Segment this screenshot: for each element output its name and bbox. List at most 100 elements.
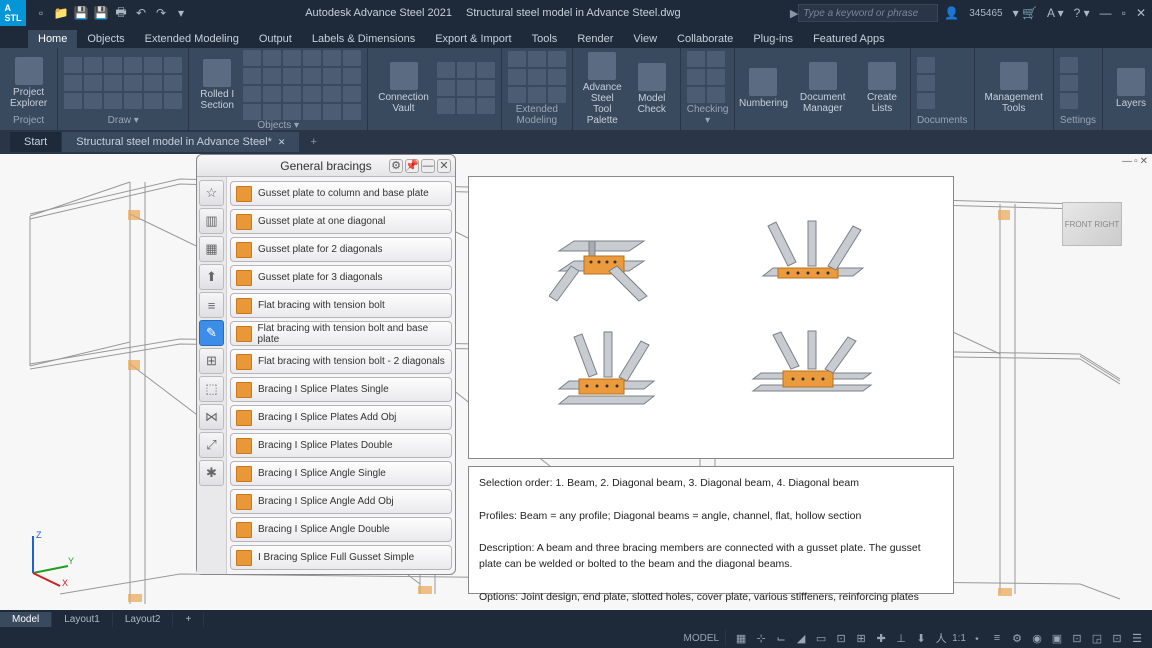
palette-category-icon[interactable]: ⬚ xyxy=(199,376,224,402)
ribbon-small-icon[interactable] xyxy=(687,51,705,67)
ribbon-tab-objects[interactable]: Objects xyxy=(77,30,134,48)
ribbon-small-icon[interactable] xyxy=(1060,75,1078,91)
bracing-item[interactable]: Flat bracing with tension bolt and base … xyxy=(230,321,452,346)
ribbon-small-icon[interactable] xyxy=(84,57,102,73)
palette-category-icon[interactable]: ⤢ xyxy=(199,432,224,458)
ribbon-tab-labels-dimensions[interactable]: Labels & Dimensions xyxy=(302,30,425,48)
ribbon-small-icon[interactable] xyxy=(104,57,122,73)
bracing-item[interactable]: Flat bracing with tension bolt - 2 diago… xyxy=(230,349,452,374)
status-icon[interactable]: ⬇ xyxy=(912,630,930,646)
ribbon-small-icon[interactable] xyxy=(1060,93,1078,109)
ribbon-small-icon[interactable] xyxy=(64,57,82,73)
ribbon-small-icon[interactable] xyxy=(437,62,455,78)
status-icon[interactable]: 人 xyxy=(932,630,950,646)
bracing-item[interactable]: Gusset plate for 3 diagonals xyxy=(230,265,452,290)
ribbon-small-icon[interactable] xyxy=(84,75,102,91)
ribbon-small-icon[interactable] xyxy=(263,104,281,120)
ribbon-small-icon[interactable] xyxy=(343,104,361,120)
ribbon-button[interactable]: Layers xyxy=(1109,66,1152,111)
search-input[interactable]: Type a keyword or phrase xyxy=(798,4,938,22)
ribbon-small-icon[interactable] xyxy=(343,50,361,66)
status-icon[interactable]: ▦ xyxy=(732,630,750,646)
status-icon[interactable]: ⊡ xyxy=(832,630,850,646)
viewport[interactable]: — ▫ ✕ xyxy=(0,154,1152,628)
ribbon-small-icon[interactable] xyxy=(917,75,935,91)
bracing-item[interactable]: Bracing I Splice Angle Double xyxy=(230,517,452,542)
ribbon-button[interactable]: Management Tools xyxy=(981,60,1047,116)
ribbon-small-icon[interactable] xyxy=(303,104,321,120)
ribbon-small-icon[interactable] xyxy=(303,68,321,84)
restore-icon[interactable]: ▫ xyxy=(1122,6,1126,20)
bracing-item[interactable]: Flat bracing with tension bolt xyxy=(230,293,452,318)
ribbon-small-icon[interactable] xyxy=(263,68,281,84)
ribbon-small-icon[interactable] xyxy=(477,62,495,78)
ribbon-small-icon[interactable] xyxy=(437,80,455,96)
ribbon-small-icon[interactable] xyxy=(124,93,142,109)
doc-tab[interactable]: Start xyxy=(10,132,61,152)
palette-category-icon[interactable]: ⬆ xyxy=(199,264,224,290)
bracing-item[interactable]: Bracing I Splice Plates Single xyxy=(230,377,452,402)
qat-undo-icon[interactable]: ↶ xyxy=(132,4,150,22)
user-label[interactable]: 345465 xyxy=(969,8,1002,19)
ribbon-small-icon[interactable] xyxy=(144,93,162,109)
ribbon-small-icon[interactable] xyxy=(323,50,341,66)
ribbon-tab-collaborate[interactable]: Collaborate xyxy=(667,30,743,48)
ribbon-small-icon[interactable] xyxy=(283,86,301,102)
ribbon-small-icon[interactable] xyxy=(437,98,455,114)
ribbon-small-icon[interactable] xyxy=(164,75,182,91)
status-icon[interactable]: ⊞ xyxy=(852,630,870,646)
ribbon-small-icon[interactable] xyxy=(263,50,281,66)
qat-new-icon[interactable]: ▫ xyxy=(32,4,50,22)
ribbon-small-icon[interactable] xyxy=(303,86,321,102)
ribbon-small-icon[interactable] xyxy=(64,75,82,91)
status-model-label[interactable]: MODEL xyxy=(684,633,720,644)
status-icon[interactable]: ⊡ xyxy=(1108,630,1126,646)
cart-icon[interactable]: ▾ 🛒 xyxy=(1013,6,1037,20)
ribbon-small-icon[interactable] xyxy=(243,104,261,120)
app-logo[interactable]: ASTL xyxy=(0,0,26,26)
ribbon-small-icon[interactable] xyxy=(457,98,475,114)
palette-category-icon[interactable]: ≡ xyxy=(199,292,224,318)
palette-title[interactable]: General bracings ⚙ 📌 — ✕ xyxy=(197,155,455,177)
ribbon-small-icon[interactable] xyxy=(263,86,281,102)
minimize-icon[interactable]: — xyxy=(1100,6,1112,20)
viewcube[interactable]: FRONT RIGHT xyxy=(1062,202,1122,246)
palette-min-icon[interactable]: — xyxy=(421,159,435,173)
ribbon-small-icon[interactable] xyxy=(528,51,546,67)
ribbon-small-icon[interactable] xyxy=(144,75,162,91)
ribbon-button[interactable]: Advance Steel Tool Palette xyxy=(579,50,626,128)
ribbon-small-icon[interactable] xyxy=(687,87,705,103)
status-icon[interactable]: ▣ xyxy=(1048,630,1066,646)
ribbon-small-icon[interactable] xyxy=(104,75,122,91)
ribbon-button[interactable]: Project Explorer xyxy=(6,55,51,111)
ribbon-small-icon[interactable] xyxy=(164,93,182,109)
ribbon-tab-output[interactable]: Output xyxy=(249,30,302,48)
ribbon-small-icon[interactable] xyxy=(528,69,546,85)
ribbon-small-icon[interactable] xyxy=(283,50,301,66)
status-icon[interactable]: ◉ xyxy=(1028,630,1046,646)
bracing-item[interactable]: Bracing I Splice Angle Add Obj xyxy=(230,489,452,514)
title-play-icon[interactable]: ▶ xyxy=(790,7,798,20)
ribbon-tab-plug-ins[interactable]: Plug-ins xyxy=(743,30,803,48)
ribbon-small-icon[interactable] xyxy=(104,93,122,109)
ribbon-small-icon[interactable] xyxy=(917,93,935,109)
ribbon-small-icon[interactable] xyxy=(548,51,566,67)
bracing-item[interactable]: Bracing I Splice Angle Single xyxy=(230,461,452,486)
ribbon-small-icon[interactable] xyxy=(343,68,361,84)
ribbon-small-icon[interactable] xyxy=(1060,57,1078,73)
ribbon-button[interactable]: Numbering xyxy=(741,66,785,111)
ribbon-small-icon[interactable] xyxy=(64,93,82,109)
ribbon-small-icon[interactable] xyxy=(84,93,102,109)
ribbon-small-icon[interactable] xyxy=(508,69,526,85)
ribbon-button[interactable]: Connection Vault xyxy=(374,60,433,116)
ribbon-small-icon[interactable] xyxy=(548,87,566,103)
status-icon[interactable]: ☰ xyxy=(1128,630,1146,646)
palette-category-icon[interactable]: ⋈ xyxy=(199,404,224,430)
ribbon-small-icon[interactable] xyxy=(457,80,475,96)
palette-category-icon[interactable]: ⊞ xyxy=(199,348,224,374)
ribbon-small-icon[interactable] xyxy=(323,86,341,102)
ribbon-tab-tools[interactable]: Tools xyxy=(522,30,568,48)
ribbon-small-icon[interactable] xyxy=(283,68,301,84)
ribbon-tab-render[interactable]: Render xyxy=(567,30,623,48)
bracing-item[interactable]: Gusset plate at one diagonal xyxy=(230,209,452,234)
